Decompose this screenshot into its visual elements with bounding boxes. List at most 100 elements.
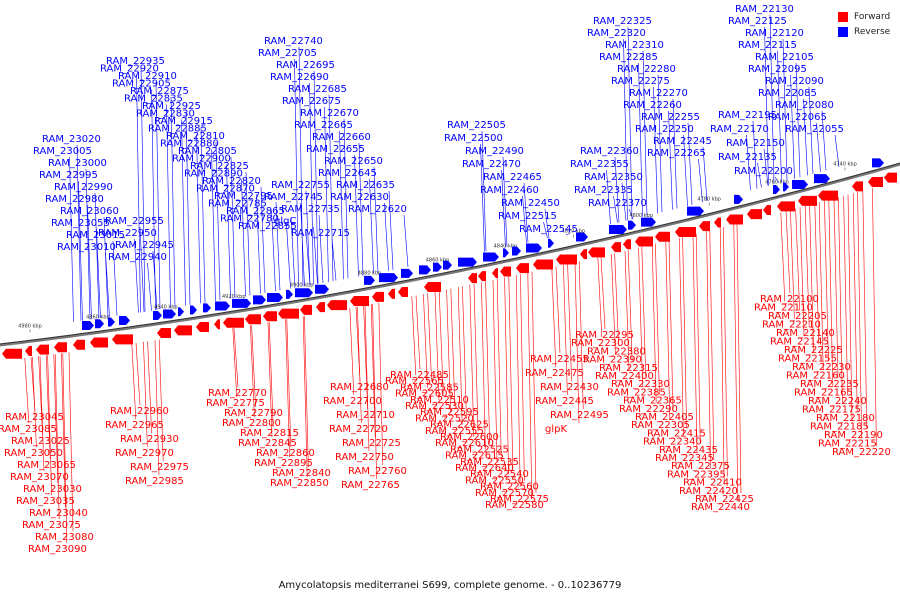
forward-gene-arrow: [675, 226, 696, 237]
forward-gene-label: RAM_22300: [571, 338, 630, 349]
forward-leader-line: [473, 283, 479, 432]
reverse-gene-label: RAM_22875: [130, 86, 189, 97]
reverse-leader-line: [657, 74, 663, 213]
reverse-leader-line: [621, 182, 627, 221]
reverse-gene-arrow: [687, 206, 704, 216]
forward-gene-label: RAM_22610: [435, 438, 494, 449]
reverse-gene-label: RAM_22910: [118, 71, 177, 82]
reverse-leader-line: [290, 216, 296, 288]
forward-leader-line: [434, 291, 440, 401]
reverse-gene-label: RAM_22660: [312, 132, 371, 143]
reverse-gene-arrow: [232, 298, 251, 308]
forward-gene-label: RAM_22185: [810, 422, 869, 433]
reverse-gene-label: RAM_22745: [264, 192, 323, 203]
forward-gene-label: RAM_22380: [587, 346, 646, 357]
forward-gene-label: RAM_22215: [818, 439, 877, 450]
reverse-gene-label: RAM_23055: [51, 218, 110, 229]
reverse-gene-arrow: [190, 305, 197, 315]
reverse-leader-line: [151, 89, 156, 311]
reverse-leader-line: [480, 143, 485, 252]
forward-gene-label: RAM_22725: [342, 438, 401, 449]
reverse-gene-label: RAM_22735: [281, 204, 340, 215]
forward-leader-line: [349, 307, 355, 396]
kbp-tick-label: 4840 kbp: [494, 243, 518, 249]
reverse-gene-arrow: [483, 252, 499, 262]
reverse-gene-label: RAM_22690: [270, 72, 329, 83]
forward-gene-arrow: [818, 190, 838, 201]
forward-leader-line: [135, 342, 141, 406]
reverse-gene-label: RAM_22915: [154, 116, 213, 127]
reverse-leader-line: [155, 81, 161, 310]
reverse-gene-label: RAM_22905: [112, 79, 171, 90]
forward-leader-line: [809, 204, 814, 353]
reverse-gene-arrow: [295, 288, 313, 298]
forward-leader-line: [462, 286, 467, 419]
reverse-gene-arrow: [872, 158, 884, 168]
reverse-gene-label: RAM_22090: [765, 76, 824, 87]
forward-gene-arrow: [580, 249, 587, 260]
forward-gene-arrow: [798, 195, 817, 206]
kbp-tick-label: 4740 kbp: [833, 161, 857, 167]
forward-leader-line: [723, 227, 728, 477]
reverse-leader-line: [294, 58, 299, 288]
reverse-leader-line: [763, 148, 769, 186]
forward-gene-arrow: [492, 268, 498, 279]
forward-gene-arrow: [868, 177, 883, 188]
forward-gene-arrow: [350, 295, 369, 306]
forward-gene-label: RAM_22765: [341, 480, 400, 491]
reverse-gene-label: RAM_22785: [208, 199, 267, 210]
forward-leader-line: [469, 284, 475, 438]
forward-gene-label: RAM_22790: [224, 408, 283, 419]
reverse-gene-arrow: [783, 182, 789, 192]
reverse-leader-line: [808, 86, 814, 174]
reverse-gene-label: RAM_22870: [196, 184, 255, 195]
forward-leader-line: [62, 353, 68, 544]
forward-leader-line: [785, 211, 791, 294]
reverse-gene-label: RAM_22355: [570, 159, 629, 170]
reverse-leader-line: [653, 86, 658, 214]
reverse-leader-line: [481, 130, 487, 252]
forward-leader-line: [423, 294, 428, 388]
reverse-gene-arrow: [203, 303, 211, 313]
forward-gene-label: RAM_22530: [405, 401, 464, 412]
forward-gene-label: RAM_22615: [445, 451, 504, 462]
reverse-gene-label: RAM_22055: [785, 124, 844, 135]
reverse-leader-line: [373, 166, 379, 273]
forward-gene-label: RAM_22235: [800, 379, 859, 390]
reverse-gene-arrow: [576, 232, 588, 242]
reverse-gene-label: RAM_22130: [735, 4, 794, 15]
reverse-leader-line: [87, 204, 92, 320]
forward-leader-line: [578, 261, 584, 410]
reverse-leader-line: [185, 111, 191, 305]
forward-leader-line: [364, 305, 370, 452]
forward-gene-label: RAM_23040: [29, 508, 88, 519]
forward-gene-label: RAM_22485: [390, 370, 449, 381]
reverse-leader-line: [403, 214, 409, 268]
forward-gene-label: RAM_22400: [595, 371, 654, 382]
forward-leader-line: [651, 244, 657, 403]
kbp-tick-label: 4800 kbp: [629, 213, 653, 219]
reverse-gene-arrow: [82, 321, 94, 331]
forward-gene-arrow: [245, 314, 261, 325]
forward-gene-label: RAM_23080: [35, 532, 94, 543]
reverse-leader-line: [769, 14, 775, 185]
forward-gene-arrow: [263, 311, 277, 322]
gene-arrows: [2, 158, 897, 359]
forward-gene-label: RAM_22385: [607, 387, 666, 398]
reverse-gene-label: RAM_22065: [768, 112, 827, 123]
reverse-leader-line: [305, 231, 311, 286]
reverse-leader-line: [816, 122, 821, 172]
reverse-gene-arrow: [443, 260, 452, 270]
forward-gene-arrow: [611, 242, 621, 253]
reverse-leader-line: [668, 110, 673, 210]
reverse-leader-line: [638, 62, 643, 217]
reverse-gene-label: RAM_22115: [738, 40, 797, 51]
forward-leader-line: [45, 355, 51, 460]
forward-gene-label: RAM_22525: [450, 444, 509, 455]
forward-gene-label: RAM_22985: [125, 476, 184, 487]
forward-leader-line: [481, 282, 486, 450]
forward-leader-line: [843, 195, 848, 396]
kbp-tick-label: 4980 kbp: [18, 323, 42, 329]
forward-leader-line: [641, 246, 647, 379]
forward-gene-label: RAM_22965: [105, 420, 164, 431]
